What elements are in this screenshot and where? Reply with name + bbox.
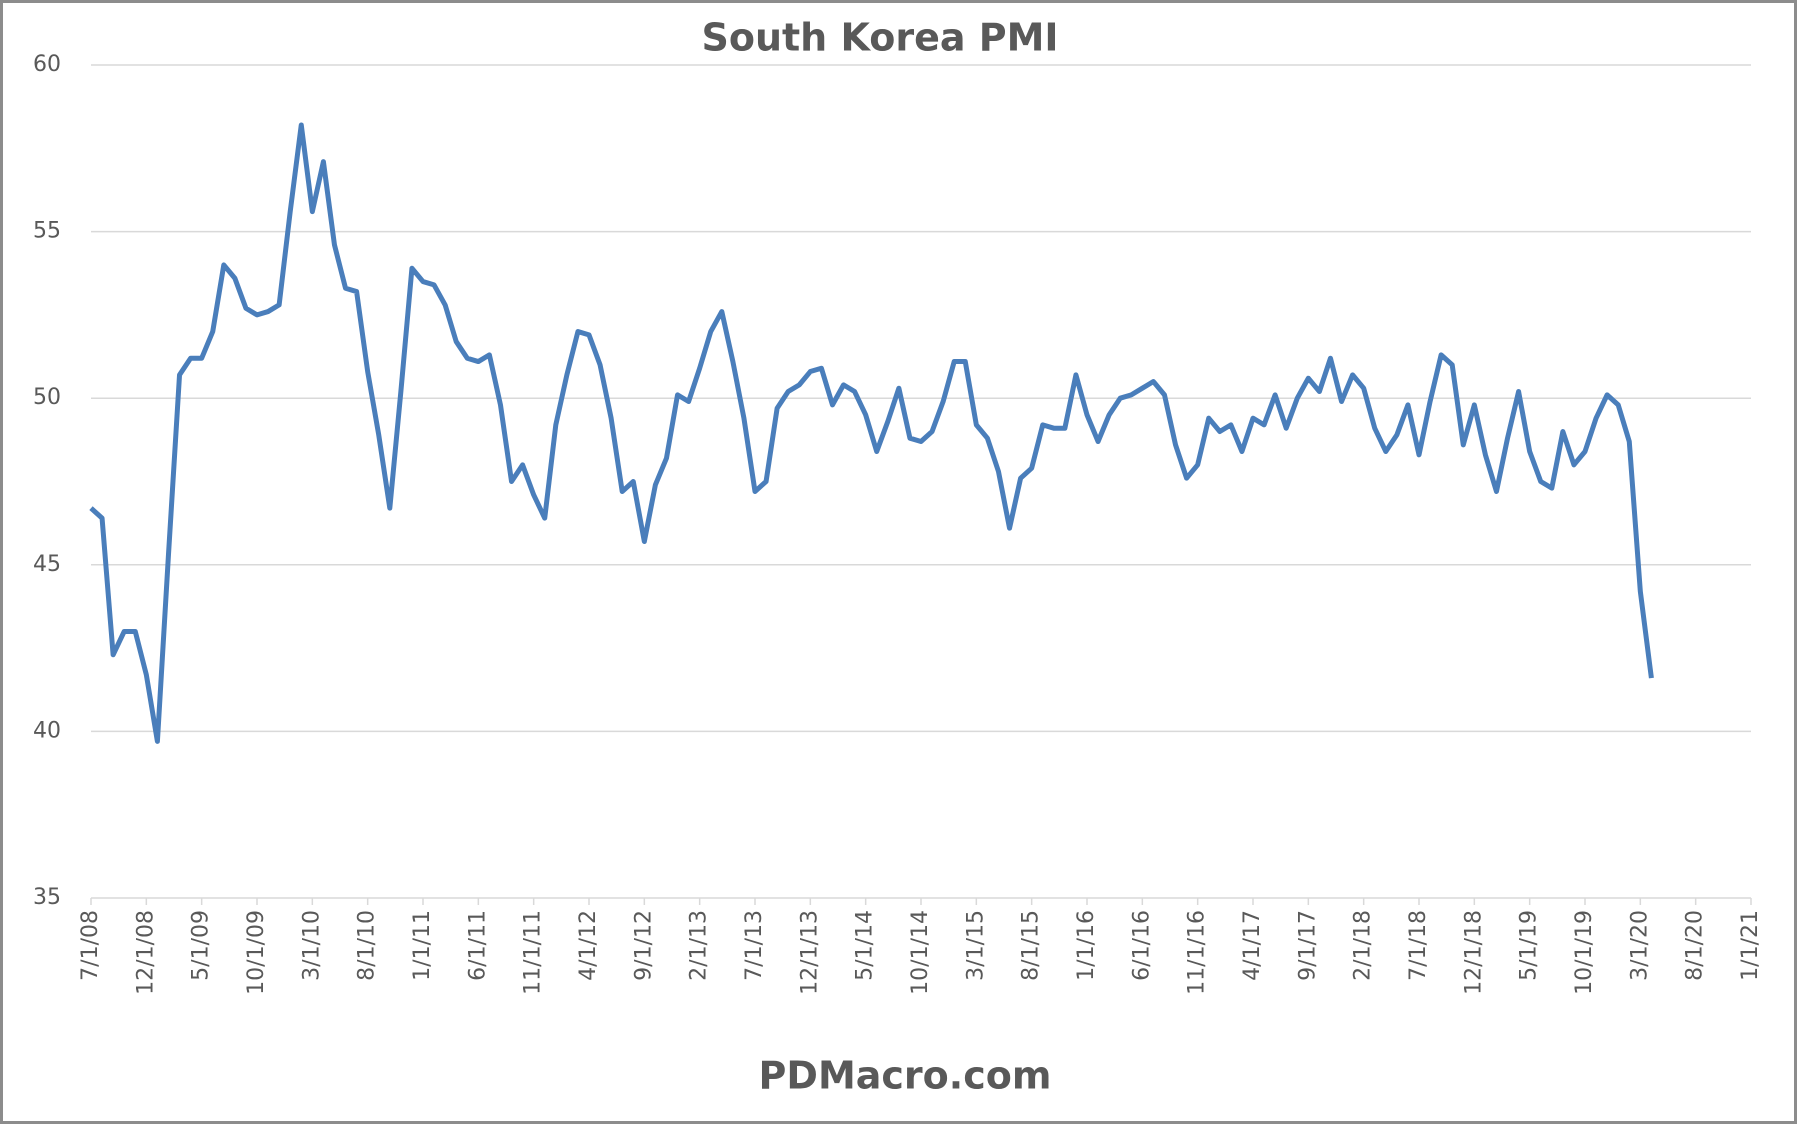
x-tick-label: 7/1/08 xyxy=(78,910,103,981)
x-tick-label: 3/1/20 xyxy=(1627,910,1652,981)
y-tick-label: 45 xyxy=(33,552,61,577)
data-line xyxy=(89,122,1654,744)
x-tick-label: 9/1/12 xyxy=(631,910,656,981)
x-tick-label: 12/1/08 xyxy=(133,910,158,995)
y-tick-label: 35 xyxy=(33,885,61,910)
y-tick-label: 60 xyxy=(33,52,61,77)
x-tick-label: 8/1/20 xyxy=(1683,910,1708,981)
x-tick-label: 1/1/16 xyxy=(1074,910,1099,981)
y-tick-label: 50 xyxy=(33,385,61,410)
x-tick-label: 3/1/10 xyxy=(299,910,324,981)
x-tick-label: 11/1/16 xyxy=(1185,910,1210,995)
x-tick-label: 2/1/18 xyxy=(1351,910,1376,981)
x-tick-label: 5/1/19 xyxy=(1517,910,1542,981)
x-tick-label: 11/1/11 xyxy=(521,910,546,995)
x-tick-label: 7/1/13 xyxy=(742,910,767,981)
x-tick-label: 12/1/18 xyxy=(1461,910,1486,995)
x-tick-label: 4/1/12 xyxy=(576,910,601,981)
x-tick-label: 12/1/13 xyxy=(797,910,822,995)
x-tick-label: 3/1/15 xyxy=(963,910,988,981)
x-tick-label: 6/1/11 xyxy=(465,910,490,981)
x-tick-label: 10/1/09 xyxy=(244,910,269,995)
x-tick-label: 4/1/17 xyxy=(1240,910,1265,981)
x-tick-label: 7/1/18 xyxy=(1406,910,1431,981)
y-tick-label: 40 xyxy=(33,718,61,743)
x-tick-label: 10/1/14 xyxy=(908,910,933,995)
x-tick-label: 1/1/21 xyxy=(1738,910,1763,981)
x-tick-label: 8/1/10 xyxy=(355,910,380,981)
x-tick-label: 9/1/17 xyxy=(1295,910,1320,981)
x-tick-label: 2/1/13 xyxy=(687,910,712,981)
x-tick-label: 1/1/11 xyxy=(410,910,435,981)
chart-title: South Korea PMI xyxy=(701,16,1058,60)
y-tick-label: 55 xyxy=(33,219,61,244)
x-tick-label: 5/1/09 xyxy=(189,910,214,981)
x-tick-label: 6/1/16 xyxy=(1129,910,1154,981)
x-tick-label: 8/1/15 xyxy=(1019,910,1044,981)
x-tick-label: 5/1/14 xyxy=(853,910,878,981)
footer: PDMacro.com xyxy=(759,1054,1052,1098)
x-tick-label: 10/1/19 xyxy=(1572,910,1597,995)
